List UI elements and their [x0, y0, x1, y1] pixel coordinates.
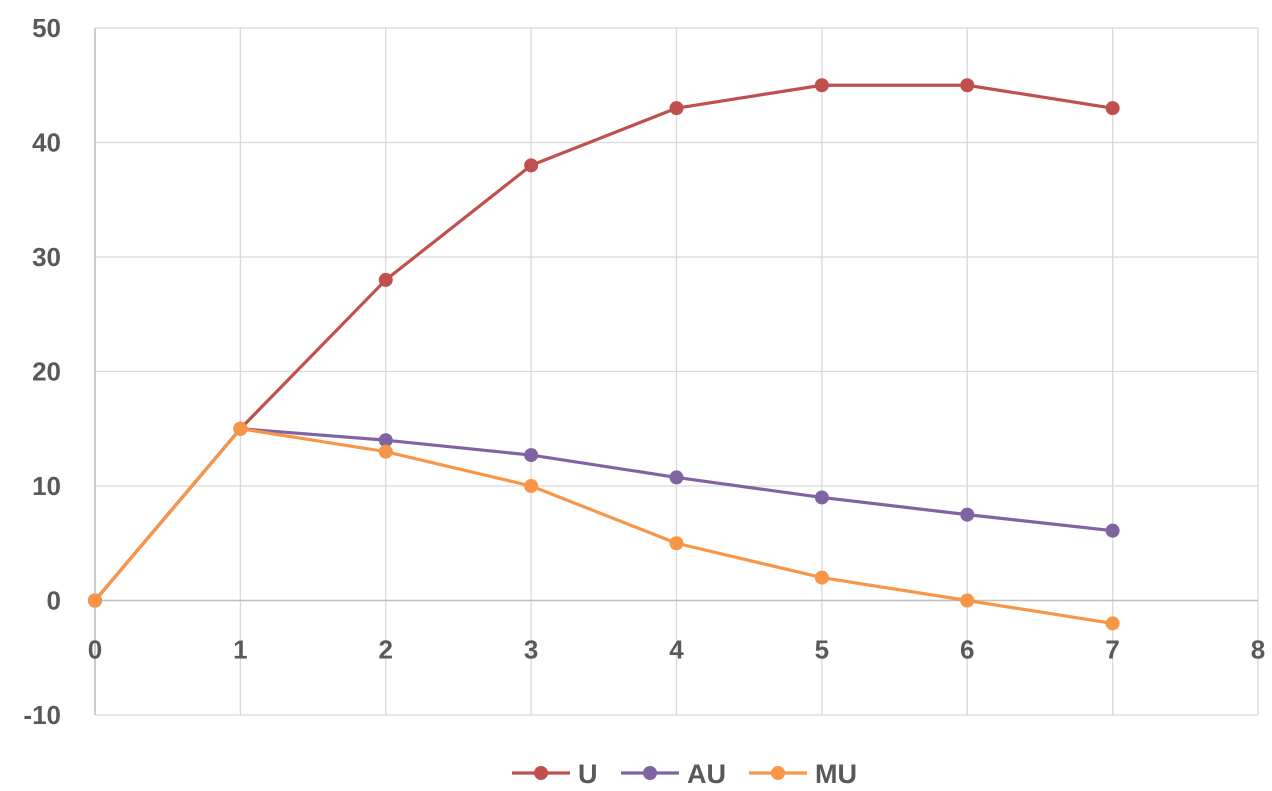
- legend-label-u: U: [578, 759, 598, 786]
- y-tick-label: 40: [32, 128, 61, 158]
- y-tick-label: 30: [32, 242, 61, 272]
- y-tick-label: 0: [47, 586, 61, 616]
- legend: U AU MU: [512, 759, 857, 789]
- x-tick-label: 4: [669, 635, 684, 665]
- data-point-u: [669, 101, 684, 116]
- x-tick-label: 8: [1251, 635, 1265, 665]
- data-point-mu: [88, 593, 102, 608]
- series-line-mu: [93, 427, 1113, 625]
- legend-label-au: AU: [687, 759, 726, 786]
- x-tick-label: 6: [960, 635, 974, 665]
- x-tick-label: 0: [88, 635, 102, 665]
- data-point-mu: [524, 479, 539, 493]
- y-tick-label: -10: [23, 700, 61, 730]
- data-point-au: [814, 490, 829, 505]
- data-point-mu: [233, 421, 248, 436]
- data-point-au: [1105, 523, 1120, 538]
- gridlines: [94, 27, 1259, 716]
- data-point-mu: [1105, 616, 1120, 631]
- y-tick-label: 10: [32, 471, 61, 501]
- data-point-u: [960, 78, 975, 93]
- x-tick-label: 5: [815, 635, 829, 665]
- legend-marker-mu: [771, 766, 785, 780]
- data-point-au: [669, 470, 684, 485]
- data-point-au: [960, 507, 975, 522]
- x-tick-label: 7: [1105, 635, 1119, 665]
- y-tick-label: 20: [32, 357, 61, 387]
- data-point-au: [378, 433, 393, 448]
- x-tick-label: 2: [379, 635, 393, 665]
- legend-marker-au: [643, 766, 657, 780]
- legend-marker-u: [534, 766, 548, 780]
- x-tick-label: 1: [233, 635, 247, 665]
- data-point-u: [524, 158, 539, 173]
- data-point-u: [1105, 101, 1120, 116]
- series-lines: [88, 78, 1120, 631]
- data-point-au: [524, 448, 539, 463]
- data-point-mu: [814, 570, 829, 585]
- data-point-mu: [378, 444, 393, 459]
- x-tick-label: 3: [524, 635, 538, 665]
- data-point-mu: [960, 593, 975, 608]
- data-point-u: [814, 78, 829, 93]
- series-line-u: [93, 83, 1113, 602]
- tick-labels: 50 40 30 20 10 0 -10 0 1 2 3 4 5 6 7 8: [23, 13, 1265, 730]
- series-line-au: [93, 427, 1113, 602]
- data-point-mu: [669, 536, 684, 551]
- y-tick-label: 50: [32, 13, 61, 43]
- data-point-u: [378, 272, 393, 287]
- legend-label-mu: MU: [815, 759, 857, 786]
